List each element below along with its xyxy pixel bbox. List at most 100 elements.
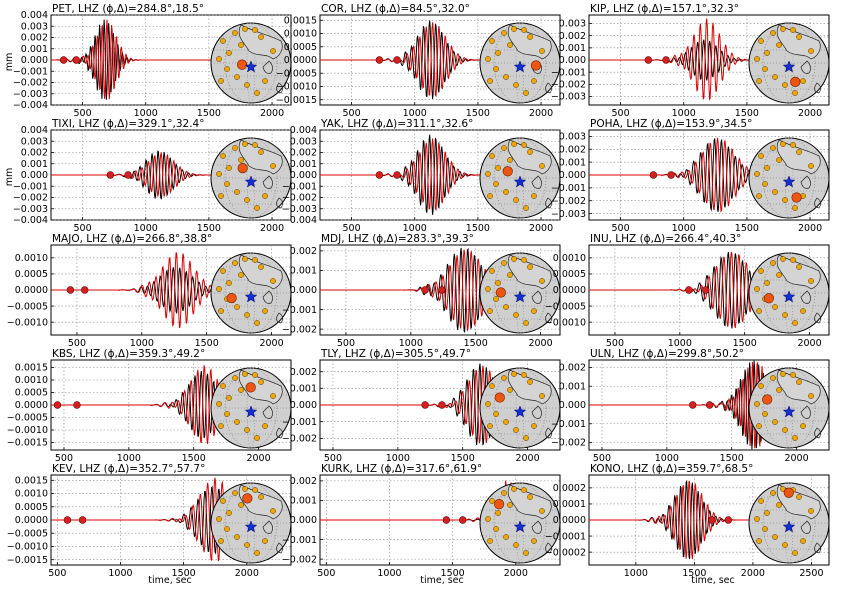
station-dot bbox=[218, 193, 224, 199]
station-dot bbox=[527, 149, 533, 155]
station-dot bbox=[495, 280, 501, 286]
station-dot bbox=[764, 510, 770, 516]
station-dot bbox=[513, 82, 519, 88]
station-dot bbox=[796, 149, 802, 155]
y-tick-label: 0.0015 bbox=[15, 363, 48, 374]
y-tick-label: −0.0005 bbox=[545, 301, 586, 312]
station-dot bbox=[252, 27, 258, 33]
x-tick-label: 2000 bbox=[529, 223, 553, 234]
station-dot bbox=[808, 48, 814, 54]
globe-islands bbox=[262, 290, 283, 324]
epicenter-star-icon bbox=[244, 60, 258, 73]
globe-meridian bbox=[515, 252, 525, 334]
y-tick-label: −0.003 bbox=[13, 204, 48, 215]
epicenter-star-icon bbox=[244, 290, 258, 303]
globe-meridian bbox=[784, 367, 794, 449]
y-tick-label: 0.000 bbox=[290, 285, 317, 296]
y-tick-label: 0.002 bbox=[559, 31, 586, 42]
station-dot bbox=[258, 34, 264, 40]
station-dot bbox=[796, 494, 802, 500]
station-dot bbox=[758, 498, 764, 504]
station-dot bbox=[513, 427, 519, 433]
globe-meridian bbox=[246, 22, 256, 104]
station-dot bbox=[776, 502, 782, 508]
globe-meridian bbox=[224, 367, 278, 449]
arrival-marker bbox=[459, 516, 467, 524]
panel-tly: −0.002 −0.001 0.000 0.001 0.002 500 1000 1500 20… bbox=[282, 348, 561, 464]
inset-globe-map bbox=[210, 137, 292, 219]
station-dot bbox=[487, 193, 493, 199]
station-dot bbox=[527, 34, 533, 40]
x-tick-label: 1000 bbox=[655, 453, 679, 464]
y-tick-label: 0.003 bbox=[559, 19, 586, 30]
y-tick-label: 0.002 bbox=[290, 246, 317, 257]
station-dot bbox=[808, 508, 814, 514]
x-tick-label: 2000 bbox=[798, 108, 822, 119]
station-dot bbox=[487, 423, 493, 429]
station-dot bbox=[796, 34, 802, 40]
station-dot bbox=[503, 74, 509, 80]
station-dot bbox=[754, 401, 760, 407]
y-tick-label: 0.002 bbox=[21, 148, 48, 159]
station-dot bbox=[220, 498, 226, 504]
arrival-marker bbox=[724, 516, 733, 524]
y-tick-label: −0.0010 bbox=[7, 425, 48, 436]
station-dot bbox=[521, 257, 527, 263]
station-dot bbox=[539, 278, 545, 284]
station-dot bbox=[224, 181, 230, 187]
current-station-marker bbox=[762, 394, 773, 405]
station-dot bbox=[242, 371, 248, 377]
station-dot bbox=[254, 90, 260, 96]
station-dot bbox=[254, 205, 260, 211]
arrival-marker bbox=[421, 401, 429, 409]
arrival-marker bbox=[689, 401, 697, 409]
x-tick-label: 2000 bbox=[259, 338, 283, 349]
y-tick-label: 0.001 bbox=[290, 159, 317, 170]
station-dot bbox=[764, 165, 770, 171]
x-axis-label-col2: time, sec bbox=[420, 575, 464, 586]
y-tick-label: 0.0000 bbox=[284, 55, 317, 66]
station-dot bbox=[489, 383, 495, 389]
current-station-marker bbox=[791, 192, 802, 203]
globe-meridian bbox=[493, 137, 547, 219]
station-dot bbox=[242, 141, 248, 147]
station-dot bbox=[244, 542, 250, 548]
station-dot bbox=[487, 538, 493, 544]
arrival-marker bbox=[438, 286, 446, 294]
station-dot bbox=[782, 197, 788, 203]
station-dot bbox=[758, 38, 764, 44]
epicenter-star-icon bbox=[782, 60, 796, 73]
station-dot bbox=[782, 427, 788, 433]
station-dot bbox=[254, 435, 260, 441]
x-tick-label: 500 bbox=[612, 223, 630, 234]
x-tick-label: 500 bbox=[74, 108, 92, 119]
y-tick-label: 0.001 bbox=[290, 384, 317, 395]
station-dot bbox=[244, 427, 250, 433]
x-tick-label: 2000 bbox=[784, 453, 808, 464]
station-dot bbox=[258, 379, 264, 385]
arrival-marker bbox=[78, 516, 87, 524]
inset-globe-map bbox=[210, 252, 292, 334]
y-tick-label: −0.0002 bbox=[545, 547, 586, 558]
x-tick-label: 1500 bbox=[172, 568, 196, 579]
station-dot bbox=[792, 550, 798, 556]
station-dot bbox=[513, 197, 519, 203]
station-dot bbox=[754, 516, 760, 522]
station-dot bbox=[762, 526, 768, 532]
station-dot bbox=[756, 193, 762, 199]
y-unit-label-row1: mm bbox=[4, 53, 15, 72]
station-dot bbox=[758, 268, 764, 274]
station-dot bbox=[234, 419, 240, 425]
station-dot bbox=[527, 379, 533, 385]
panel-inu: −0.0010 −0.0005 0.0000 0.0005 0.0010 500 1000 1… bbox=[545, 233, 830, 349]
station-dot bbox=[489, 268, 495, 274]
epicenter-star-icon bbox=[513, 60, 527, 73]
globe-meridian bbox=[246, 252, 256, 334]
station-dot bbox=[489, 153, 495, 159]
x-tick-label: 1000 bbox=[399, 338, 423, 349]
arrival-marker bbox=[124, 171, 132, 179]
panel-cor: −0.0015 −0.0010 −0.0005 0.0000 0.0005 0.0010 0… bbox=[276, 3, 561, 119]
station-dot bbox=[521, 142, 527, 148]
station-dot bbox=[220, 153, 226, 159]
